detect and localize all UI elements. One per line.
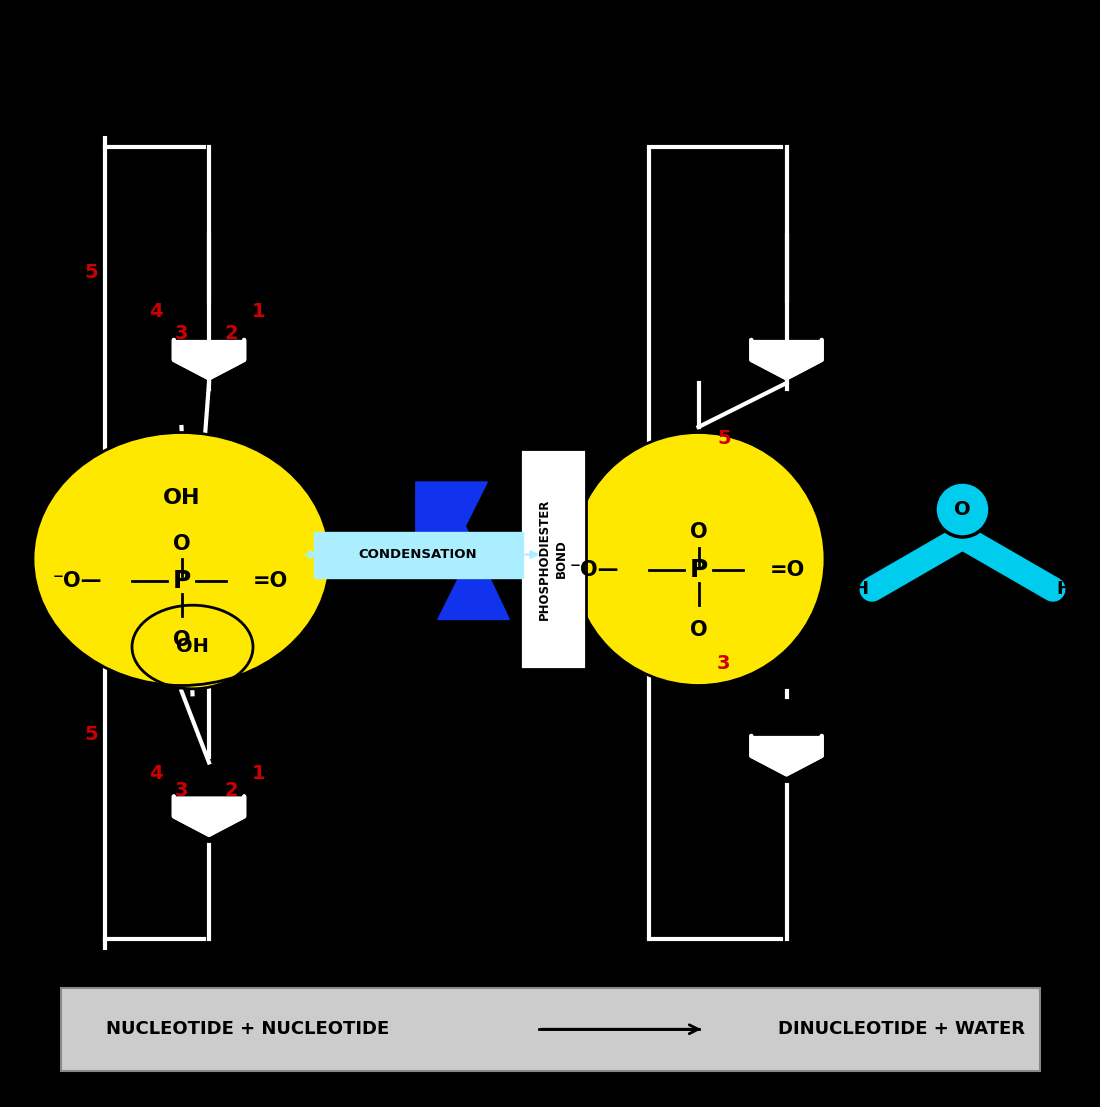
Text: 2: 2 bbox=[224, 324, 238, 343]
Text: NUCLEOTIDE + NUCLEOTIDE: NUCLEOTIDE + NUCLEOTIDE bbox=[106, 1021, 389, 1038]
Text: 1: 1 bbox=[252, 764, 265, 783]
Text: 3: 3 bbox=[717, 654, 730, 673]
Text: OH: OH bbox=[163, 488, 200, 508]
Text: =O: =O bbox=[253, 571, 288, 591]
Text: O: O bbox=[690, 523, 707, 542]
Text: =O: =O bbox=[770, 560, 805, 580]
Polygon shape bbox=[174, 796, 244, 835]
Text: CONDENSATION: CONDENSATION bbox=[359, 548, 477, 561]
Text: DINUCLEOTIDE + WATER: DINUCLEOTIDE + WATER bbox=[779, 1021, 1025, 1038]
Text: ⁻O—: ⁻O— bbox=[570, 560, 619, 580]
Polygon shape bbox=[751, 736, 822, 775]
Polygon shape bbox=[751, 340, 822, 379]
Text: 5: 5 bbox=[717, 428, 730, 447]
Text: 4: 4 bbox=[150, 302, 163, 321]
FancyBboxPatch shape bbox=[314, 531, 522, 578]
Text: ⁻O—: ⁻O— bbox=[53, 571, 102, 591]
Text: 1: 1 bbox=[252, 302, 265, 321]
Text: P: P bbox=[173, 569, 190, 593]
Text: O: O bbox=[173, 534, 190, 554]
Text: P: P bbox=[690, 558, 707, 582]
Polygon shape bbox=[174, 340, 244, 379]
Ellipse shape bbox=[33, 433, 330, 685]
Polygon shape bbox=[416, 482, 509, 620]
Text: 3: 3 bbox=[175, 324, 188, 343]
Text: H: H bbox=[1056, 580, 1071, 598]
Text: 5: 5 bbox=[85, 725, 98, 745]
Text: O: O bbox=[173, 631, 190, 651]
Circle shape bbox=[572, 433, 825, 685]
Text: 3: 3 bbox=[175, 780, 188, 799]
Ellipse shape bbox=[132, 606, 253, 689]
Text: 4: 4 bbox=[150, 764, 163, 783]
Text: O: O bbox=[690, 620, 707, 640]
Circle shape bbox=[935, 482, 990, 537]
FancyBboxPatch shape bbox=[520, 449, 586, 669]
Text: OH: OH bbox=[176, 638, 209, 656]
Text: 2: 2 bbox=[224, 780, 238, 799]
Text: O: O bbox=[954, 500, 971, 519]
Text: PHOSPHODIESTER
BOND: PHOSPHODIESTER BOND bbox=[538, 498, 569, 620]
Text: 5: 5 bbox=[85, 263, 98, 282]
Text: H: H bbox=[854, 580, 869, 598]
FancyBboxPatch shape bbox=[60, 989, 1040, 1070]
